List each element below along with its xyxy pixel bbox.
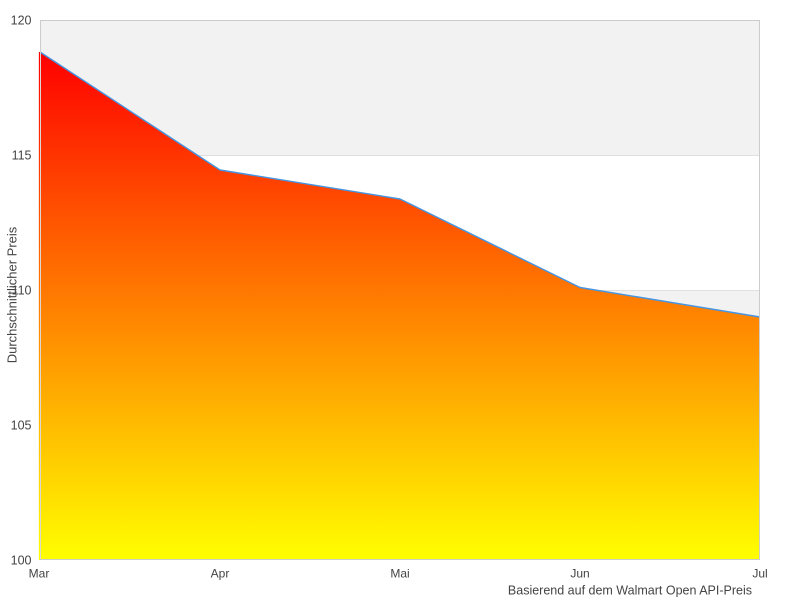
svg-text:Jul: Jul [752,567,767,581]
svg-text:115: 115 [12,148,32,162]
svg-text:105: 105 [11,418,32,432]
svg-text:120: 120 [11,13,32,27]
svg-text:110: 110 [12,283,32,297]
svg-text:Mai: Mai [390,567,409,581]
svg-text:Durchschnittlicher Preis: Durchschnittlicher Preis [5,226,20,363]
svg-text:Mar: Mar [29,567,50,581]
svg-text:100: 100 [11,553,32,567]
svg-text:Jun: Jun [570,567,589,581]
svg-text:Basierend auf dem Walmart Open: Basierend auf dem Walmart Open API-Preis [508,584,752,598]
svg-text:Apr: Apr [211,567,230,581]
